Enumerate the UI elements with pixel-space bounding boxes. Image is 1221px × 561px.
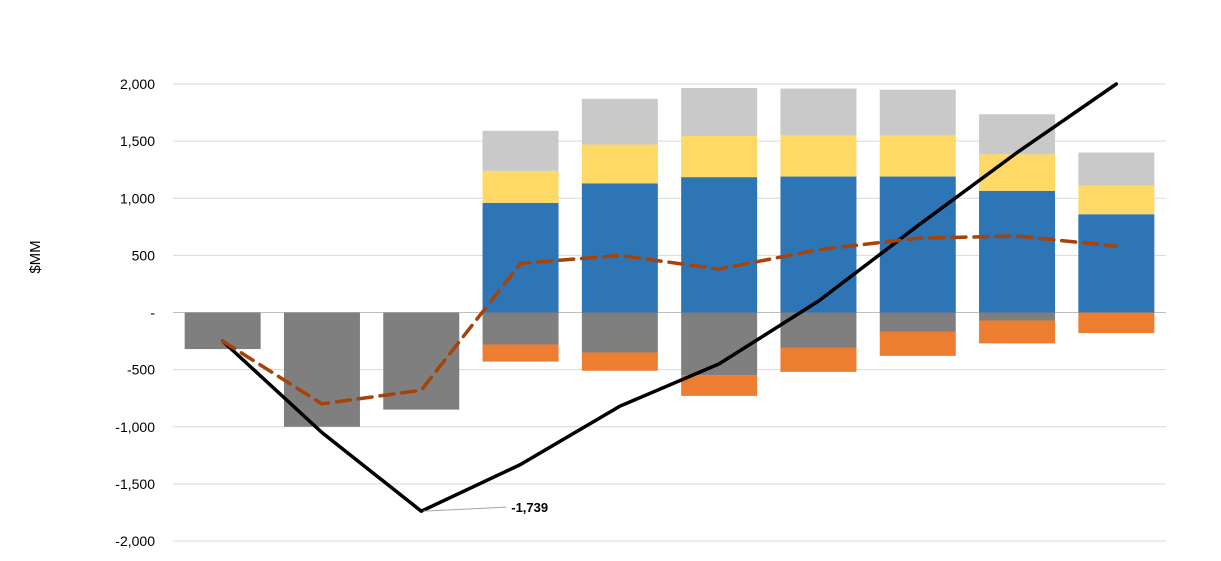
annotation-leader-line [423,506,507,512]
y-tick-label: -1,000 [115,419,155,435]
bar-segment [482,170,559,203]
bar-segment [879,312,956,332]
bar-segment [979,190,1056,313]
bar-segment [681,177,758,313]
bars [184,87,1155,427]
dashed-line-series [220,234,1119,406]
annotations: -1,739 [423,500,548,515]
bar-segment [979,312,1056,321]
bar-segment [879,135,956,177]
bar-segment [383,312,460,410]
y-tick-label: -2,000 [115,533,155,549]
bar-segment [581,183,658,313]
bar-segment [681,312,758,376]
bar-segment [780,176,857,313]
bar-segment [681,135,758,178]
bar-segment [1078,152,1155,186]
lines [220,82,1119,513]
bar-segment [184,312,261,350]
y-tick-label: -500 [127,362,155,378]
y-tick-label: 1,000 [120,190,155,206]
bar-segment [780,88,857,136]
y-tick-label: - [150,305,155,321]
bar-segment [780,347,857,372]
bar-segment [482,130,559,171]
bar-segment [581,98,658,145]
y-tick-label: 500 [132,247,156,263]
bar-segment [581,144,658,184]
bar-segment [879,89,956,136]
y-axis-title: $MM [27,240,44,273]
bar-segment [780,135,857,177]
bar-segment [879,331,956,356]
bar-segment [1078,214,1155,313]
y-tick-label: 2,000 [120,76,155,92]
bar-segment [482,344,559,362]
y-tick-label: 1,500 [120,133,155,149]
bar-segment [1078,185,1155,215]
y-axis-ticks: 2,000 1,500 1,000 500 - -500 -1,000 -1,500 -2,00… [115,76,155,549]
bar-segment [1078,312,1155,334]
data-label: -1,739 [511,500,548,515]
bar-segment [482,312,559,345]
bar-segment [581,312,658,353]
bar-segment [979,320,1056,344]
bar-segment [681,375,758,396]
y-tick-label: -1,500 [115,476,155,492]
bar-segment [681,87,758,136]
solid-line-series [220,82,1119,513]
bar-segment [581,352,658,371]
